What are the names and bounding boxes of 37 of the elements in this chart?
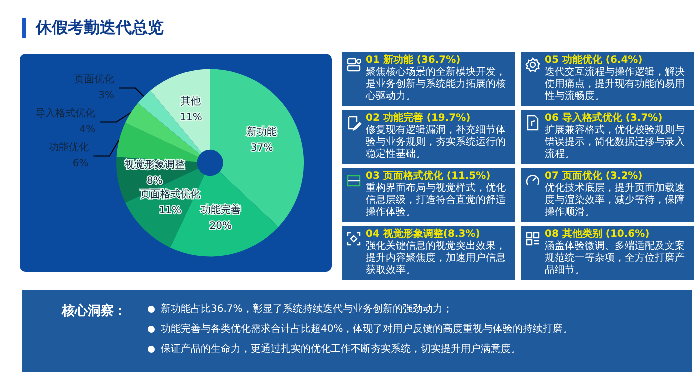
data-label: 3% xyxy=(98,90,115,102)
data-label: 37% xyxy=(250,143,274,154)
data-label: 8% xyxy=(146,176,163,188)
text: 重构界面布局与视觉样式，优化信息层级，打造符合直觉的舒适操作体验。 xyxy=(366,183,507,219)
text: 03 页面格式优化 (11.5%) xyxy=(366,171,492,182)
slice-label: 功能优化 xyxy=(48,142,89,154)
text: 迭代交互流程与操作逻辑，解决使用痛点，提升现有功能的易用性与流畅度。 xyxy=(545,67,686,103)
slice-label: 新功能 xyxy=(247,126,278,138)
text: 保证产品的生命力，更通过扎实的优化工作不断夯实系统，切实提升用户满意度。 xyxy=(161,344,521,355)
text: 06 导入格式优化 (3.7%) xyxy=(545,113,664,124)
text: 05 功能优化 (6.4%) xyxy=(545,55,644,66)
text: 扩展兼容格式，优化校验规则与错误提示，简化数据迁移与录入流程。 xyxy=(545,125,686,161)
text: 核心洞察： xyxy=(62,302,127,320)
text: 07 页面优化 (3.2%) xyxy=(545,171,644,182)
data-label: 11% xyxy=(180,112,202,124)
data-label: 4% xyxy=(80,124,96,136)
text: 新功能占比36.7%，彰显了系统持续迭代与业务创新的强劲动力； xyxy=(161,304,453,315)
slice-label: 功能完善 xyxy=(200,204,241,216)
text: 聚焦核心场景的全新模块开发，是业务创新与系统能力拓展的核心驱动力。 xyxy=(366,67,507,103)
text: 强化关键信息的视觉突出效果，提升内容聚焦度，加速用户信息获取效率。 xyxy=(366,241,507,277)
slice-label: 导入格式优化 xyxy=(36,108,96,120)
data-label: 6% xyxy=(72,158,89,170)
data-label: 11% xyxy=(159,205,182,216)
text: 08 其他类别 (10.6%) xyxy=(545,229,651,240)
slice-label: 视觉形象调整 xyxy=(124,159,185,172)
slice-label: 其他 xyxy=(181,95,202,108)
text: 功能完善与各类优化需求合计占比超40%，体现了对用户反馈的高度重视与体验的持续打磨。 xyxy=(161,324,574,335)
text: 02 功能完善 (19.7%) xyxy=(366,113,472,124)
text: 01 新功能 (36.7%) xyxy=(366,55,462,66)
chart-title: 休假考勤迭代总览 xyxy=(22,18,164,38)
slice-label: 页面格式优化 xyxy=(140,188,200,200)
text: 优化技术底层，提升页面加载速度与渲染效率，减少等待，保障操作顺滑。 xyxy=(545,183,686,219)
text: 涵盖体验微调、多端适配及文案规范统一等杂项，全方位打磨产品细节。 xyxy=(545,241,686,277)
slice-label: 页面优化 xyxy=(74,74,115,86)
text: 修复现有逻辑漏洞，补充细节体验与业务规则，夯实系统运行的稳定性基础。 xyxy=(366,125,507,161)
data-label: 20% xyxy=(210,220,232,232)
text: 04 视觉形象调整(8.3%) xyxy=(366,229,482,240)
